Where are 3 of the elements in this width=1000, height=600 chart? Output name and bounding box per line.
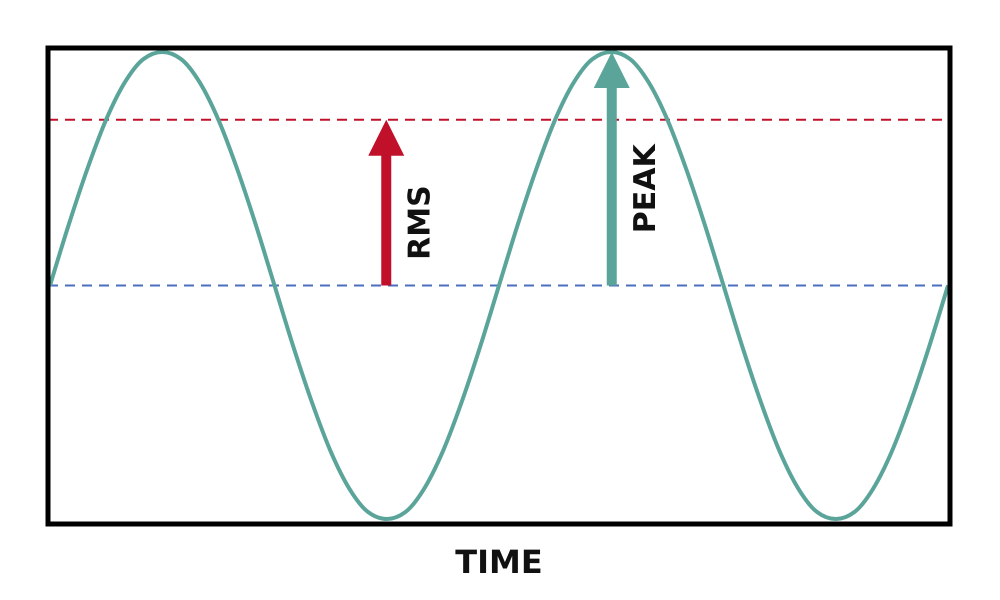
ref-line-label: RMS (402, 185, 438, 260)
annotation: PEAK (628, 142, 663, 234)
x-axis-title: TIME (455, 543, 543, 581)
